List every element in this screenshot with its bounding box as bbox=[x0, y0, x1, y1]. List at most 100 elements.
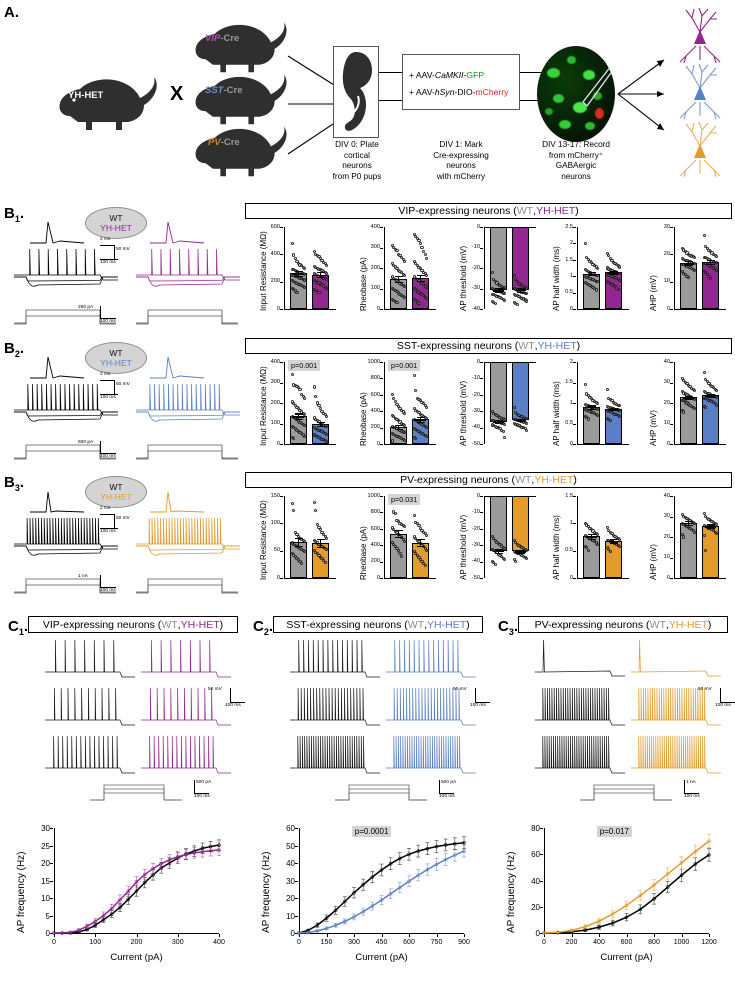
y-tick-label: 40 bbox=[663, 492, 670, 499]
b-subscript: 1 bbox=[14, 214, 20, 224]
data-point bbox=[512, 405, 516, 409]
errorbar-het-cap-top bbox=[316, 272, 325, 274]
genotype-key-b1: WT YH-HET bbox=[85, 207, 147, 239]
panel-c3-title-box: PV-expressing neurons (WT, YH-HET) bbox=[518, 616, 728, 633]
label-yh-het-parent: YH-HET bbox=[68, 90, 104, 101]
scalebar-cmd-time-label: 100 ms bbox=[100, 319, 116, 324]
virus-2-gene: hSyn bbox=[434, 87, 455, 97]
y-tick-label: 10 bbox=[663, 278, 670, 285]
y-tick-label: 400 bbox=[370, 223, 380, 230]
errorbar-wt-cap-top bbox=[394, 275, 403, 277]
y-tick-label: 200 bbox=[370, 558, 380, 565]
y-tick bbox=[670, 227, 673, 228]
data-point bbox=[525, 428, 529, 432]
scalebar-cmd-time-label: 100 ms bbox=[100, 588, 116, 593]
errorbar-wt-cap-top bbox=[684, 395, 693, 397]
pv-suffix: -Cre bbox=[220, 137, 240, 148]
x-axis bbox=[674, 444, 726, 446]
data-point bbox=[303, 396, 307, 400]
c-subscript: 2 bbox=[263, 627, 269, 637]
fi-x-tick-label: 300 bbox=[348, 939, 360, 946]
y-tick-label: 0 bbox=[276, 305, 280, 312]
data-point bbox=[693, 389, 697, 393]
fi-y-axis-label: AP frequency (Hz) bbox=[506, 851, 517, 933]
y-tick bbox=[670, 362, 673, 363]
data-point bbox=[618, 415, 622, 419]
data-point bbox=[403, 431, 407, 435]
virus-2-sep: -DIO- bbox=[454, 87, 476, 97]
data-point bbox=[586, 417, 590, 421]
data-point bbox=[503, 298, 507, 302]
y-tick-label: 200 bbox=[270, 278, 280, 285]
data-point bbox=[596, 532, 600, 536]
genotype-key-b3: WT YH-HET bbox=[85, 476, 147, 508]
scalebar-voltage-label: 50 mV bbox=[453, 687, 467, 692]
errorbar-wt-mean bbox=[393, 426, 404, 428]
fi-y-tick bbox=[50, 845, 53, 847]
fi-y-axis bbox=[299, 828, 301, 933]
title-sep: , bbox=[424, 618, 428, 631]
ap-waveform-wt bbox=[28, 354, 86, 382]
key-wt-label: WT bbox=[109, 482, 123, 492]
scalebar-voltage-time-label: 100 ms bbox=[715, 703, 731, 708]
y-tick bbox=[280, 444, 283, 445]
command-step bbox=[134, 307, 240, 327]
y-tick bbox=[280, 281, 283, 283]
y-axis-label: Rheobase (pA) bbox=[359, 392, 368, 446]
y-tick-label: 0 bbox=[476, 492, 480, 499]
y-tick-label: 200 bbox=[370, 424, 380, 431]
y-tick-label: 1.5 bbox=[565, 492, 573, 499]
fi-y-axis bbox=[544, 828, 546, 933]
y-tick-label: 10 bbox=[663, 420, 670, 427]
y-tick bbox=[280, 496, 283, 497]
fi-x-tick-label: 0 bbox=[52, 939, 56, 946]
scalebar-ap-time-bar bbox=[100, 380, 114, 381]
errorbar-wt-cap-bottom bbox=[294, 419, 303, 421]
title-wt: WT bbox=[515, 474, 532, 486]
errorbar-het-cap-top bbox=[516, 287, 525, 289]
title-end: ) bbox=[576, 340, 581, 352]
y-tick bbox=[670, 309, 673, 310]
y-tick bbox=[480, 545, 483, 547]
errorbar-het-cap-top bbox=[706, 393, 715, 396]
y-tick bbox=[380, 411, 383, 413]
data-point bbox=[425, 296, 429, 300]
y-axis bbox=[384, 496, 386, 578]
title-sep: , bbox=[531, 474, 535, 486]
cross-symbol: X bbox=[170, 83, 184, 105]
y-tick bbox=[573, 578, 576, 579]
data-point bbox=[503, 292, 507, 296]
label-sst-cre: SST-Cre bbox=[205, 85, 243, 96]
data-point bbox=[417, 523, 421, 528]
scalebar-cmd-time-bar bbox=[100, 587, 116, 588]
data-point bbox=[325, 432, 329, 436]
title-end: ) bbox=[575, 205, 579, 217]
data-point bbox=[315, 522, 319, 526]
title-main: VIP-expressing neurons ( bbox=[398, 205, 517, 217]
data-point bbox=[317, 404, 321, 408]
errorbar-wt-line bbox=[398, 530, 400, 538]
data-point bbox=[425, 533, 429, 537]
scalebar-train-time-bar bbox=[100, 259, 118, 260]
scalebar-ap-time-label: 2 ms bbox=[100, 237, 111, 242]
data-point bbox=[583, 382, 587, 386]
fi-x-tick bbox=[54, 934, 55, 937]
y-tick bbox=[380, 378, 383, 380]
data-point bbox=[403, 438, 407, 442]
title-main: SST-expressing neurons ( bbox=[286, 618, 408, 631]
errorbar-wt-mean bbox=[683, 262, 694, 265]
y-axis-label: AHP (mV) bbox=[649, 544, 658, 580]
neuron-sst-output bbox=[672, 62, 728, 125]
panel-a-schematic: A. YH-HET X VIP-Cre SST-Cre PV-Cre bbox=[0, 0, 735, 200]
data-point bbox=[503, 417, 507, 421]
y-tick-label: 30 bbox=[663, 223, 670, 230]
data-point bbox=[414, 389, 418, 393]
errorbar-wt-cap-bottom bbox=[587, 408, 596, 410]
command-step-family bbox=[578, 782, 674, 804]
b-dot: . bbox=[19, 205, 25, 222]
x-axis bbox=[284, 309, 336, 311]
data-point bbox=[398, 253, 402, 257]
errorbar-wt-line bbox=[298, 270, 300, 276]
scalebar-cmd-current-label: 1 nA bbox=[78, 574, 88, 579]
fi-y-tick bbox=[50, 898, 53, 899]
